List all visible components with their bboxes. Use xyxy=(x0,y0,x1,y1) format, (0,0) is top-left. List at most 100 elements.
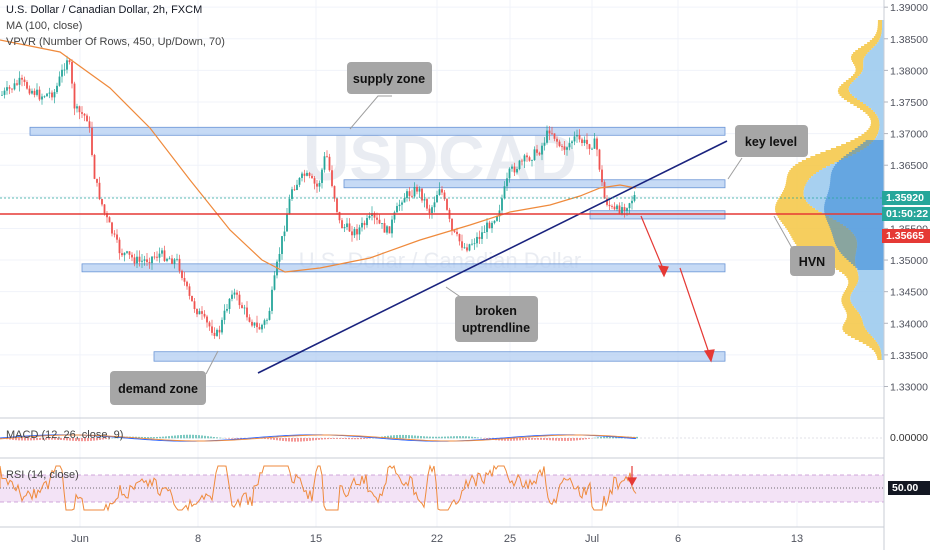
key-level-label: key level xyxy=(745,135,797,149)
candle-body xyxy=(481,232,483,239)
volume-bar-up xyxy=(874,36,881,38)
volume-bar-up xyxy=(867,130,879,132)
candle-body xyxy=(376,218,378,220)
candle-body xyxy=(554,133,556,138)
candle-body xyxy=(596,139,598,150)
volume-bar-down xyxy=(866,328,884,330)
macd-histogram-bar xyxy=(405,435,407,438)
macd-histogram-bar xyxy=(219,438,221,439)
macd-histogram-bar xyxy=(201,435,203,438)
candle-body xyxy=(61,70,63,77)
volume-value-area xyxy=(833,236,884,238)
macd-histogram-bar xyxy=(342,438,344,439)
volume-value-area xyxy=(833,168,884,170)
candle-body xyxy=(476,237,478,243)
volume-bar-down xyxy=(880,38,884,40)
macd-legend[interactable]: MACD (12, 26, close, 9) xyxy=(6,429,123,441)
candle-body xyxy=(26,82,28,89)
zone-key-level xyxy=(344,180,725,188)
macd-histogram-bar xyxy=(441,437,443,439)
volume-bar-up xyxy=(877,28,882,30)
candle-body xyxy=(289,199,291,214)
macd-histogram-bar xyxy=(150,437,152,438)
volume-bar-down xyxy=(860,314,884,316)
volume-bar-down xyxy=(854,80,884,82)
volume-bar-down xyxy=(881,36,884,38)
volume-bar-up xyxy=(877,356,882,358)
last-price-badge: 1.35920 xyxy=(882,191,930,205)
candle-body xyxy=(599,150,601,170)
volume-value-area xyxy=(830,228,884,230)
volume-bar-up xyxy=(783,190,804,192)
volume-bar-up xyxy=(791,168,823,170)
volume-bar-up xyxy=(787,178,810,180)
macd-histogram-bar xyxy=(273,438,275,440)
candle-body xyxy=(556,139,558,142)
macd-histogram-bar xyxy=(468,436,470,438)
candle-body xyxy=(4,91,6,95)
candle-body xyxy=(624,207,626,211)
candle-body xyxy=(414,187,416,196)
vpvr-legend[interactable]: VPVR (Number Of Rows, 450, Up/Down, 70) xyxy=(6,35,225,50)
volume-bar-up xyxy=(851,76,858,78)
candle-body xyxy=(441,189,443,192)
volume-value-area xyxy=(827,194,884,196)
macd-histogram-bar xyxy=(423,436,425,438)
candle-body xyxy=(399,205,401,206)
candle-body xyxy=(86,116,88,122)
macd-histogram-bar xyxy=(576,438,578,440)
candle-body xyxy=(179,259,181,271)
candle-body xyxy=(201,311,203,314)
candle-body xyxy=(284,232,286,237)
candle-body xyxy=(474,243,476,244)
macd-histogram-bar xyxy=(147,437,149,438)
candle-body xyxy=(426,199,428,208)
candle-body xyxy=(251,322,253,326)
ma-legend[interactable]: MA (100, close) xyxy=(6,19,82,34)
macd-histogram-bar xyxy=(573,438,575,441)
candle-body xyxy=(369,216,371,218)
candle-body xyxy=(236,293,238,295)
candle-body xyxy=(184,278,186,282)
candle-body xyxy=(344,227,346,228)
volume-value-area xyxy=(863,142,884,144)
rsi-legend[interactable]: RSI (14, close) xyxy=(6,469,79,481)
candle-body xyxy=(151,257,153,263)
candle-body xyxy=(144,259,146,260)
volume-bar-up xyxy=(844,292,852,294)
candle-body xyxy=(456,232,458,234)
volume-value-area xyxy=(831,174,884,176)
volume-value-area xyxy=(834,240,884,242)
macd-histogram-bar xyxy=(174,436,176,439)
volume-bar-down xyxy=(879,128,884,130)
volume-bar-down xyxy=(858,272,884,274)
candle-body xyxy=(584,140,586,143)
volume-bar-up xyxy=(843,326,865,328)
candle-body xyxy=(524,155,526,161)
volume-bar-down xyxy=(877,342,884,344)
macd-histogram-bar xyxy=(366,438,368,439)
volume-bar-down xyxy=(878,116,884,118)
volume-bar-up xyxy=(855,338,874,340)
volume-bar-down xyxy=(874,338,884,340)
volume-value-area xyxy=(846,258,884,260)
candle-body xyxy=(119,240,121,253)
volume-bar-up xyxy=(841,298,850,300)
volume-value-area xyxy=(831,230,884,232)
volume-bar-up xyxy=(841,96,854,98)
candle-body xyxy=(131,255,133,258)
macd-histogram-bar xyxy=(339,438,341,439)
macd-histogram-bar xyxy=(186,435,188,439)
candle-body xyxy=(244,308,246,309)
candle-body xyxy=(274,275,276,289)
volume-bar-up xyxy=(841,84,850,86)
volume-bar-up xyxy=(872,348,880,350)
volume-value-area xyxy=(835,164,884,166)
zone-supply-zone xyxy=(30,127,725,135)
volume-bar-down xyxy=(850,92,884,94)
candle-body xyxy=(74,84,76,109)
volume-value-area xyxy=(866,140,884,142)
volume-bar-up xyxy=(775,206,812,208)
candle-body xyxy=(254,323,256,326)
